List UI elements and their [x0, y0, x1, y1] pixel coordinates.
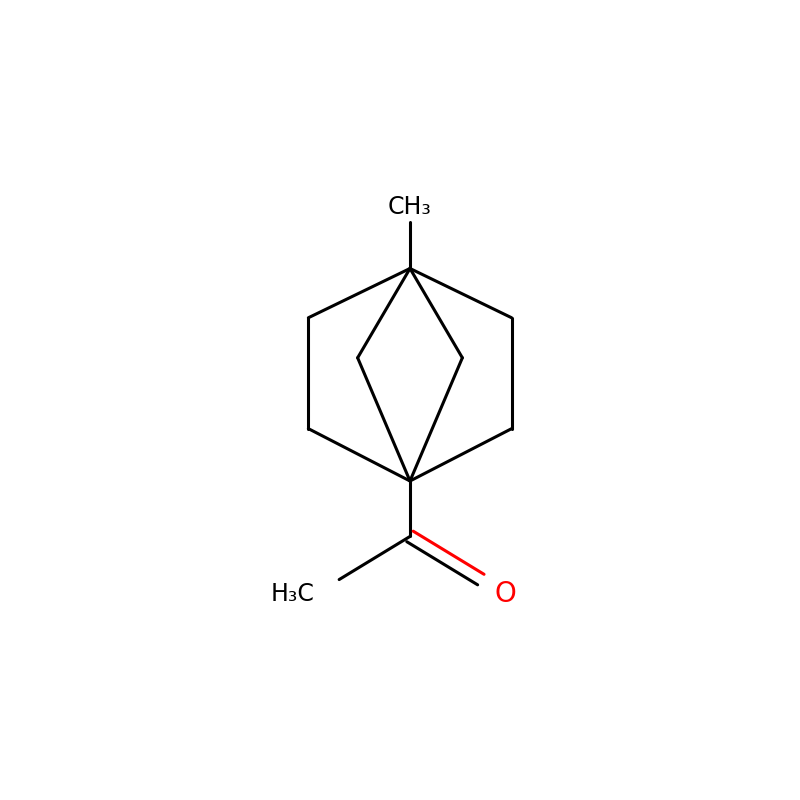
Text: O: O — [494, 580, 516, 608]
Text: H₃C: H₃C — [271, 582, 315, 606]
Text: CH₃: CH₃ — [388, 195, 432, 219]
